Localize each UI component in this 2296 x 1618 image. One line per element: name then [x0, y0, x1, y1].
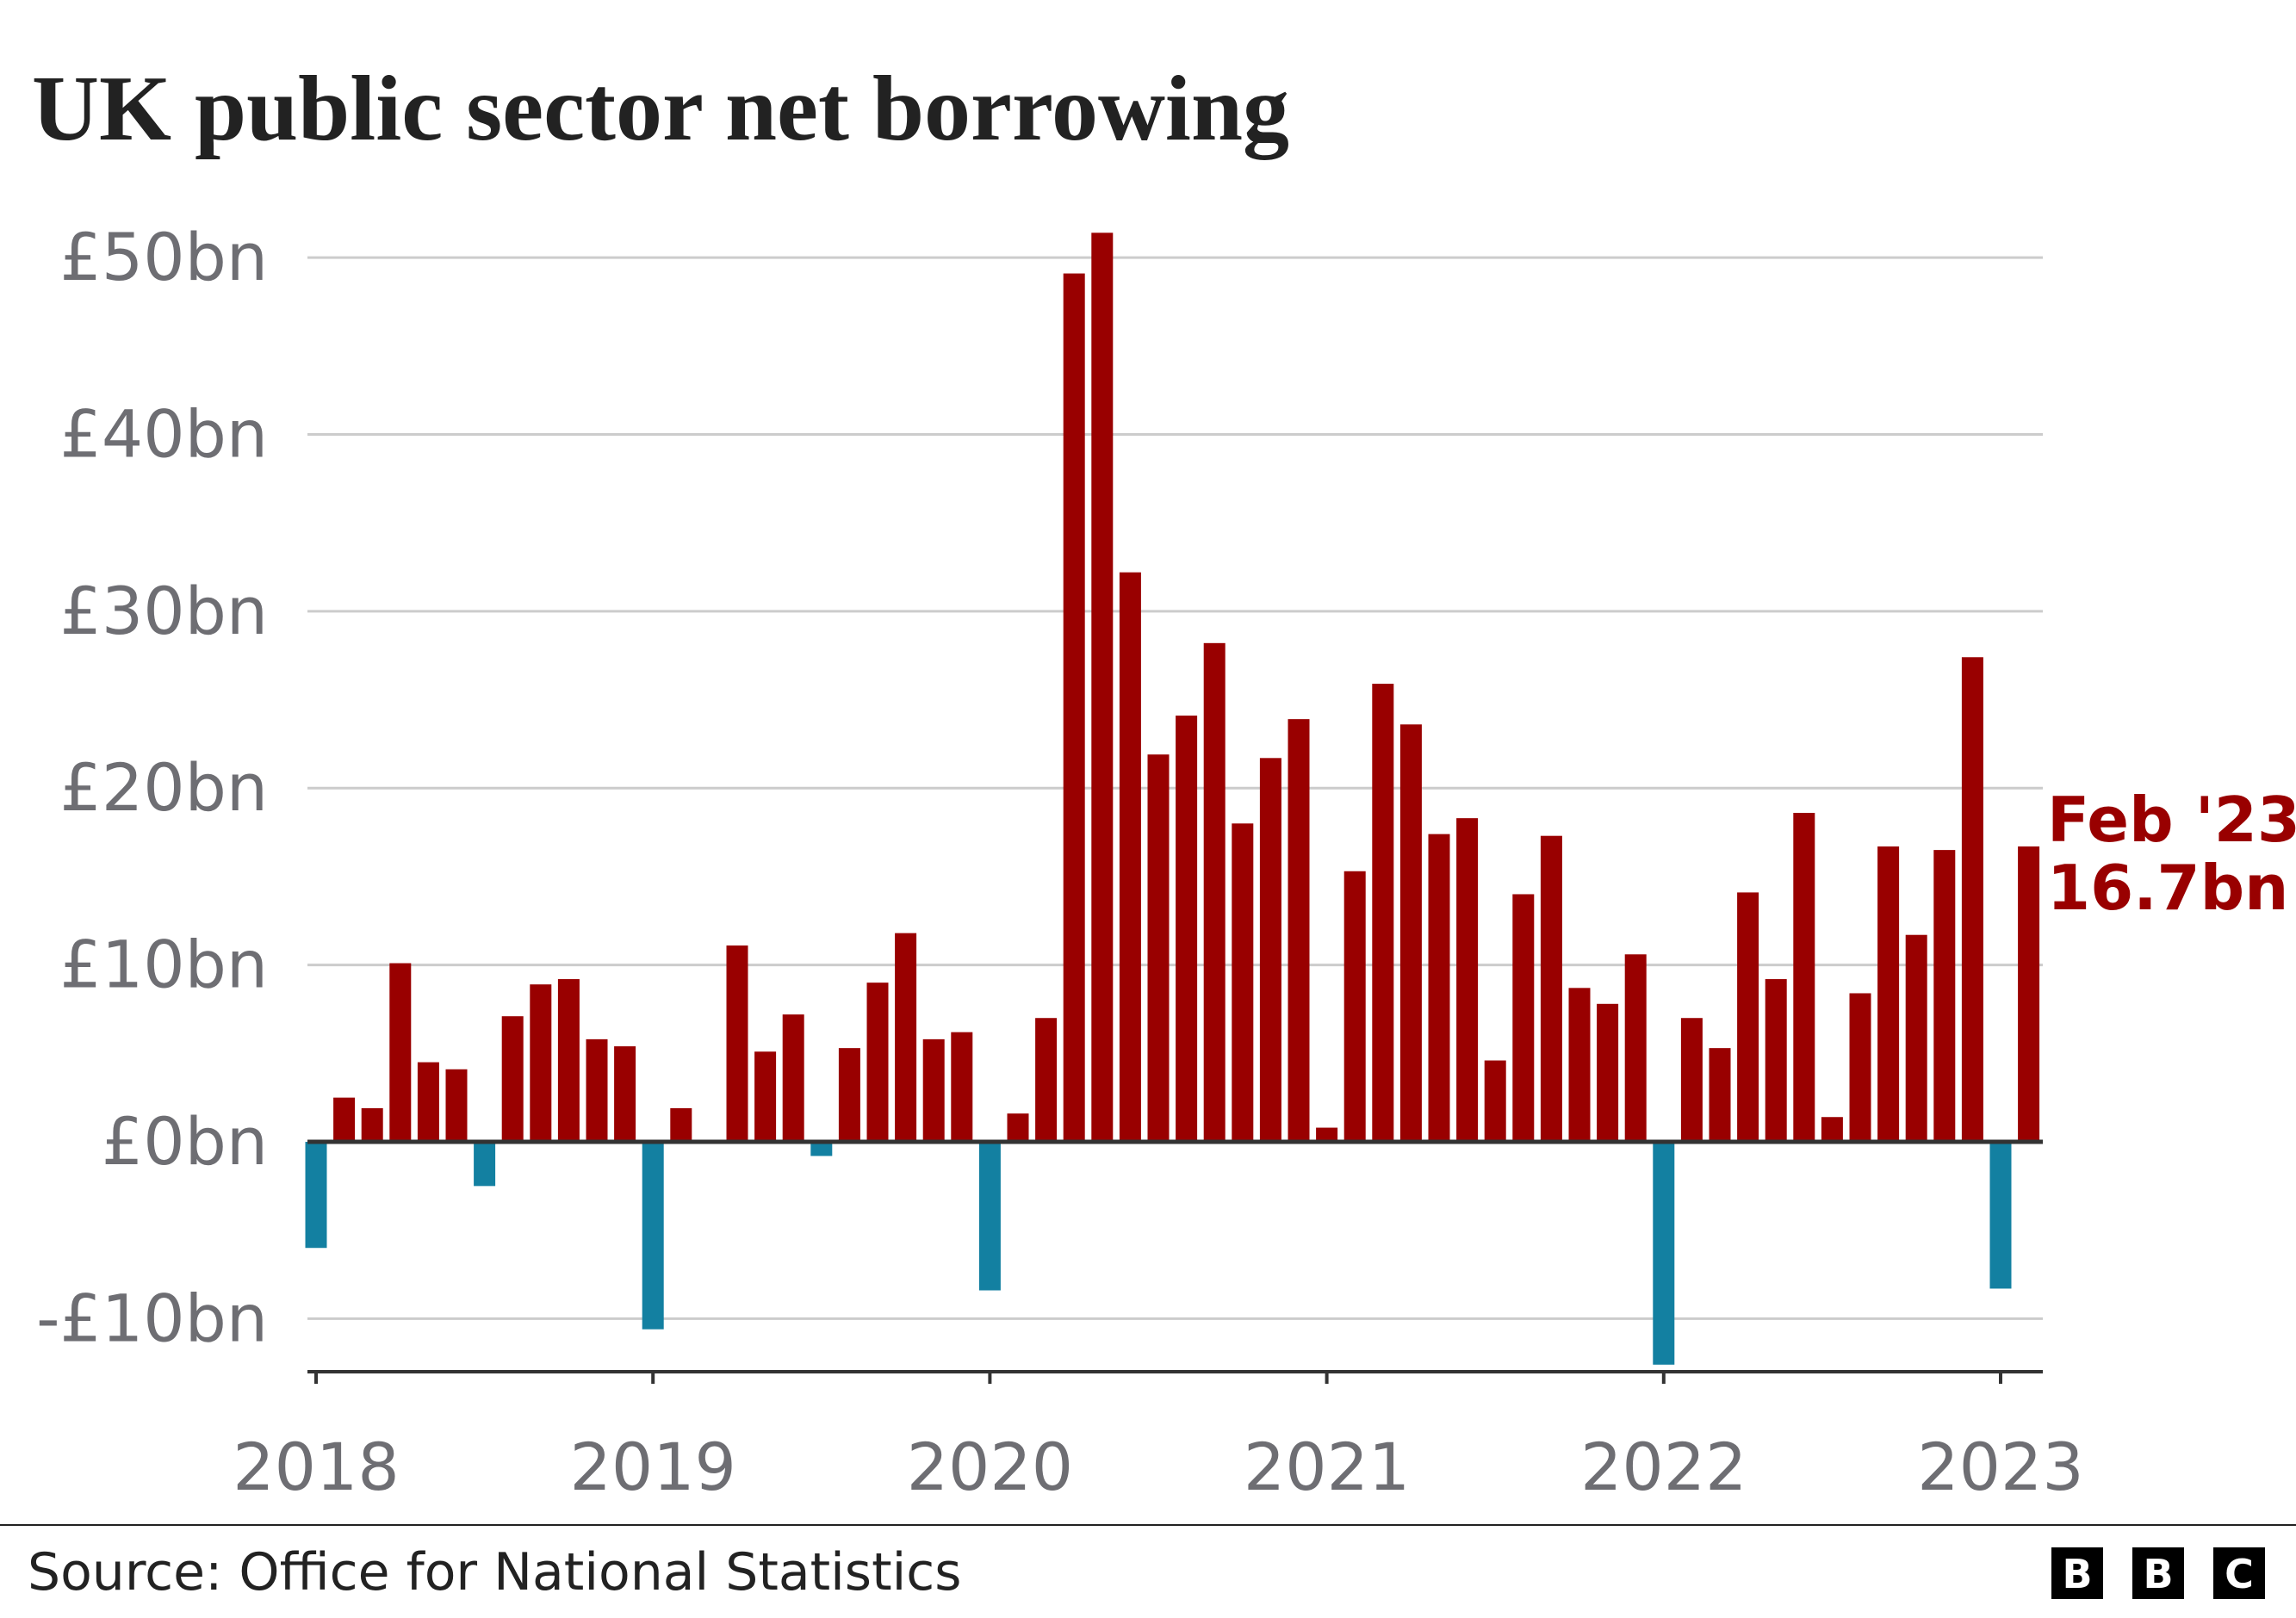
bar	[1259, 758, 1281, 1142]
logo: B B C	[2051, 1547, 2265, 1599]
bar	[1989, 1142, 2012, 1289]
bar	[361, 1107, 383, 1142]
bar	[922, 1038, 945, 1142]
plot: -£10bn £0bn £10bn £20bn £30bn £40bn £50bn 2018 2…	[36, 219, 2084, 1505]
bar	[474, 1142, 496, 1187]
bar	[978, 1142, 1001, 1291]
annotation: Feb '23	[2047, 784, 2296, 856]
annotation: 16.7bn	[2047, 852, 2288, 924]
bar	[1737, 892, 1759, 1142]
bar	[1905, 934, 1927, 1142]
bar	[1316, 1127, 1338, 1142]
bar	[1232, 823, 1254, 1142]
bar	[1288, 719, 1310, 1142]
bar	[1343, 871, 1366, 1142]
bar	[557, 979, 580, 1142]
bar	[754, 1051, 777, 1142]
x-tick-label: 2020	[907, 1429, 1073, 1505]
bar	[1176, 716, 1198, 1142]
bar	[670, 1107, 692, 1142]
x-tick-label: 2023	[1917, 1429, 2083, 1505]
y-tick-label: £40bn	[60, 395, 268, 472]
bar	[1653, 1142, 1675, 1365]
bar	[305, 1142, 327, 1249]
bar	[501, 1016, 524, 1142]
bar	[1456, 818, 1479, 1142]
bar	[1428, 834, 1450, 1142]
bar	[586, 1038, 608, 1142]
bar	[389, 963, 412, 1142]
logo-box	[2051, 1547, 2103, 1599]
bar	[1119, 572, 1141, 1142]
bar	[1597, 1003, 1619, 1142]
bar	[1484, 1060, 1506, 1142]
bar	[1063, 273, 1085, 1142]
bar	[614, 1046, 636, 1142]
bar	[1540, 835, 1562, 1142]
source: Source: Office for National Statistics	[28, 1542, 962, 1603]
bar	[951, 1032, 973, 1142]
logo-box	[2132, 1547, 2184, 1599]
x-tick-label: 2019	[569, 1429, 735, 1505]
bar	[445, 1069, 468, 1142]
logo-letter: B	[2062, 1551, 2092, 1597]
bar	[1512, 894, 1535, 1142]
bar	[1568, 988, 1591, 1142]
bar	[333, 1097, 356, 1142]
bar	[1147, 754, 1170, 1142]
bar	[2018, 846, 2040, 1142]
x-tick-label: 2018	[233, 1429, 399, 1505]
bar	[1680, 1018, 1703, 1142]
bar	[1821, 1117, 1843, 1142]
y-tick-label: £10bn	[60, 927, 268, 1003]
bar	[1091, 232, 1114, 1142]
y-tick-label: £30bn	[60, 573, 268, 649]
bar	[642, 1142, 664, 1330]
chart-title: UK public sector net borrowing	[32, 58, 1289, 160]
bar	[810, 1142, 833, 1156]
bar	[838, 1048, 860, 1142]
logo-letter: C	[2225, 1551, 2254, 1597]
x-tick-label: 2022	[1580, 1429, 1747, 1505]
bar	[1709, 1048, 1731, 1142]
bar	[1399, 724, 1422, 1142]
bar	[1007, 1113, 1029, 1142]
logo-letter: B	[2143, 1551, 2173, 1597]
bar	[782, 1014, 804, 1142]
logo-box	[2213, 1547, 2265, 1599]
bar	[530, 984, 552, 1142]
bar	[417, 1062, 439, 1142]
bar	[1793, 812, 1815, 1142]
bar	[1035, 1018, 1058, 1142]
bar	[1933, 850, 1956, 1142]
bar	[1203, 642, 1226, 1142]
bar	[1765, 979, 1787, 1142]
bar	[726, 945, 748, 1142]
y-tick-label: £20bn	[60, 749, 268, 826]
x-tick-label: 2021	[1244, 1429, 1410, 1505]
y-tick-label: £50bn	[60, 219, 268, 295]
y-tick-label: £0bn	[102, 1103, 268, 1180]
bar	[1961, 657, 1983, 1142]
y-tick-label: -£10bn	[36, 1280, 268, 1356]
bar	[866, 983, 889, 1142]
bar	[1849, 993, 1871, 1142]
bar	[895, 933, 917, 1142]
bar	[1877, 846, 1900, 1142]
bar	[1624, 954, 1647, 1142]
bar	[1372, 684, 1394, 1142]
